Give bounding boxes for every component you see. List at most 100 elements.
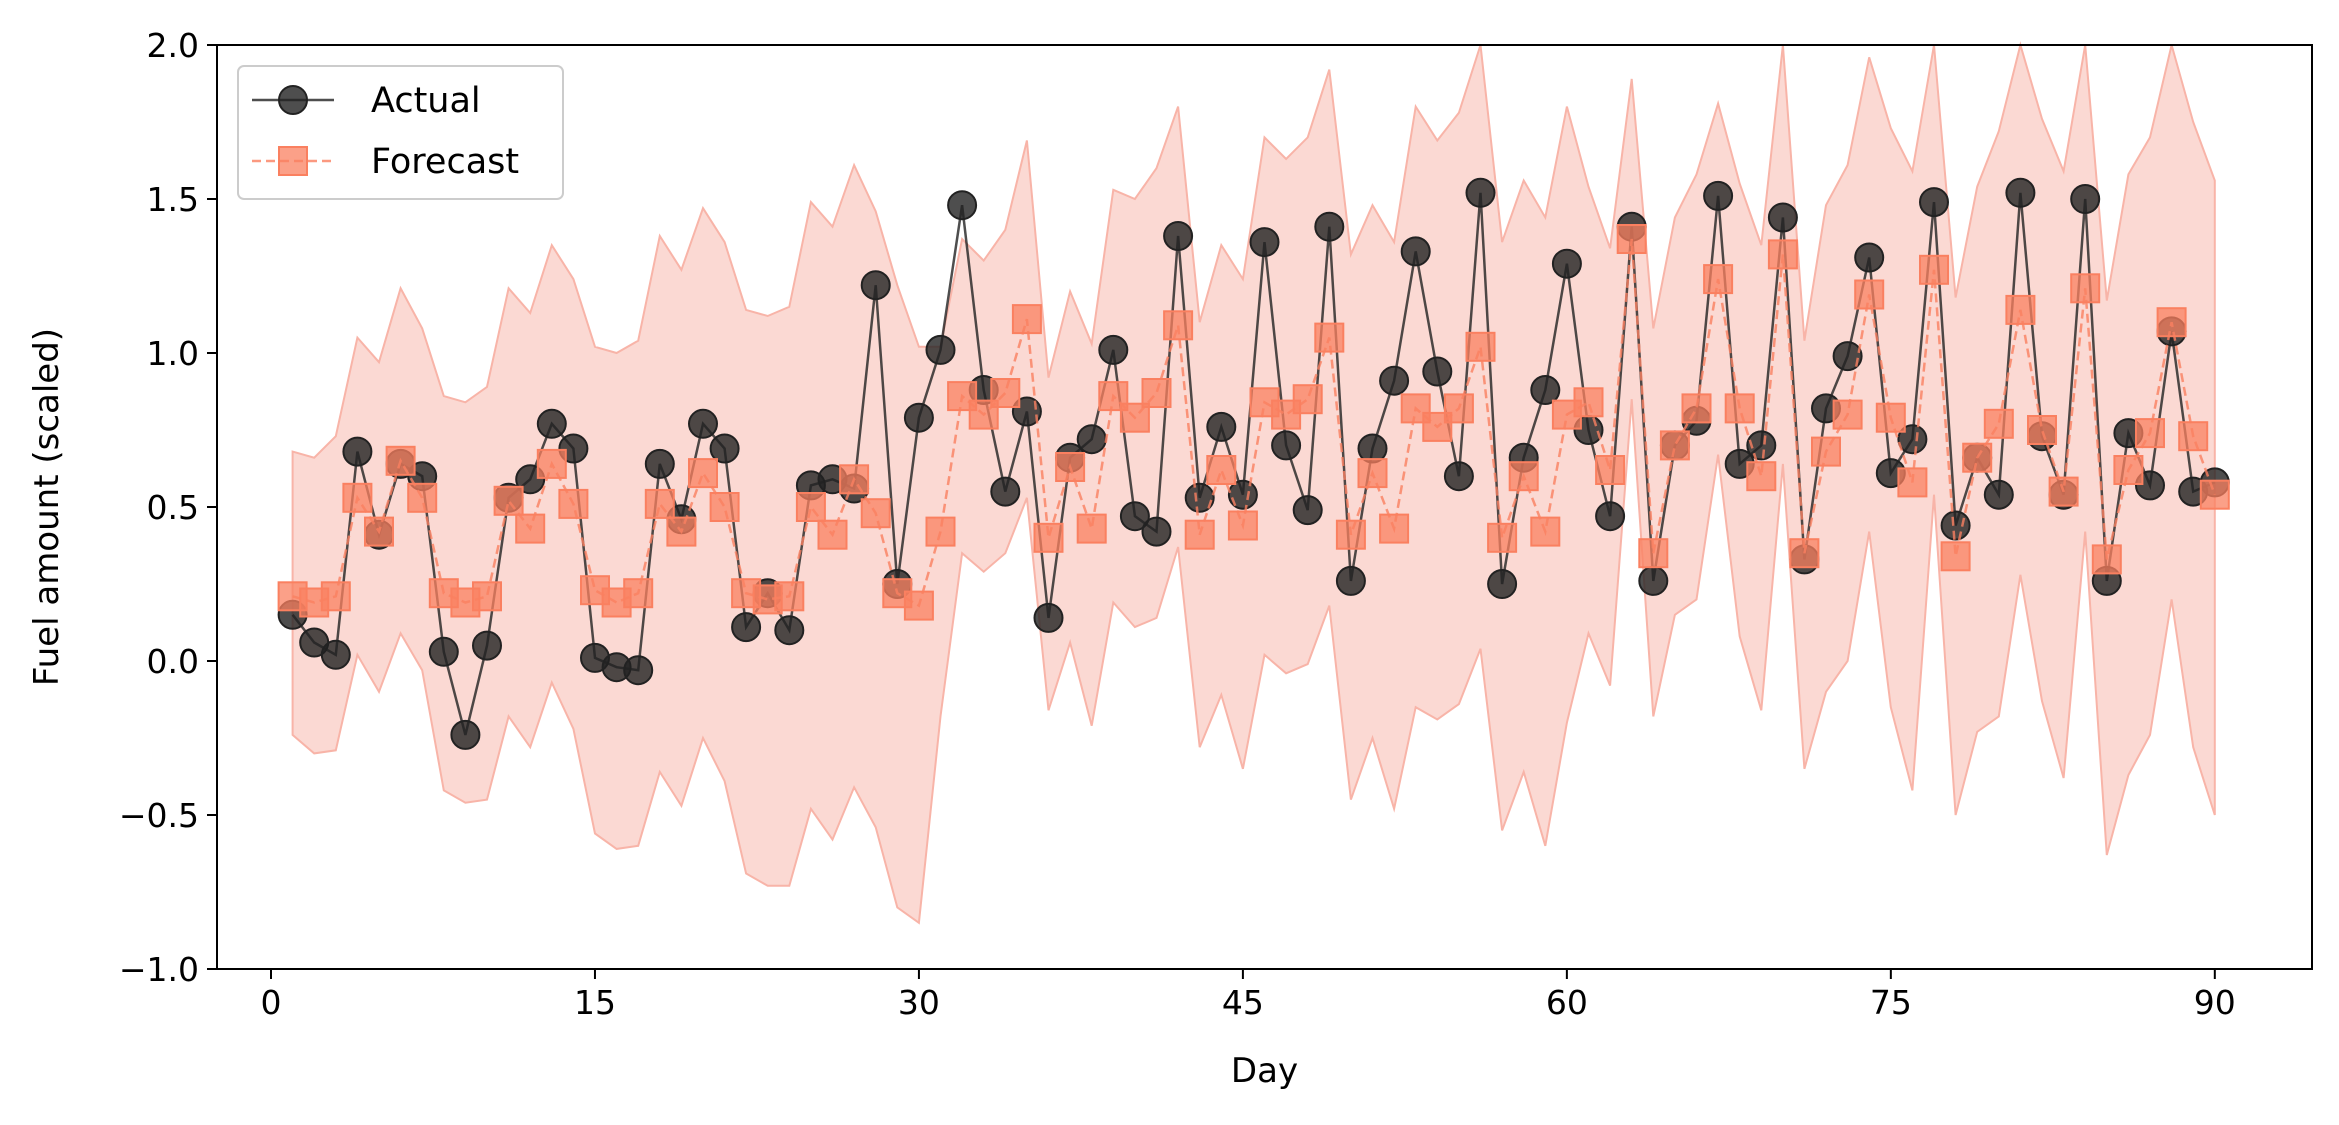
actual-point bbox=[990, 476, 1021, 507]
forecast-point bbox=[1746, 461, 1777, 492]
forecast-point bbox=[2005, 294, 2036, 325]
y-tick-label: 1.5 bbox=[147, 180, 199, 219]
forecast-point bbox=[839, 464, 870, 495]
forecast-point bbox=[1011, 304, 1042, 335]
actual-point bbox=[1595, 501, 1626, 532]
forecast-point bbox=[1055, 452, 1086, 482]
forecast-point bbox=[1206, 455, 1237, 485]
forecast-point bbox=[1767, 239, 1798, 270]
x-tick-label: 30 bbox=[898, 983, 940, 1022]
y-axis-label: Fuel amount (scaled) bbox=[27, 328, 67, 686]
forecast-point bbox=[1659, 430, 1690, 461]
actual-point bbox=[1119, 501, 1150, 532]
actual-point bbox=[860, 270, 891, 301]
x-tick-label: 15 bbox=[574, 983, 616, 1022]
actual-point bbox=[1919, 187, 1949, 218]
forecast-point bbox=[1443, 393, 1474, 424]
forecast-point bbox=[1335, 519, 1366, 550]
actual-point bbox=[1465, 177, 1496, 208]
forecast-point bbox=[1897, 467, 1928, 498]
forecast-point bbox=[2135, 418, 2165, 449]
forecast-point bbox=[342, 482, 373, 513]
forecast-point bbox=[2070, 273, 2101, 304]
legend: Actual Forecast bbox=[237, 65, 564, 200]
forecast-point bbox=[1379, 513, 1410, 544]
actual-point bbox=[731, 612, 762, 643]
forecast-point bbox=[515, 513, 546, 544]
forecast-point bbox=[1940, 541, 1971, 572]
actual-point bbox=[1206, 411, 1237, 442]
actual-point bbox=[1767, 202, 1798, 233]
forecast-point bbox=[493, 485, 524, 516]
forecast-point bbox=[1033, 522, 1064, 553]
actual-point bbox=[1184, 482, 1215, 513]
forecast-point bbox=[644, 488, 675, 519]
forecast-point bbox=[364, 516, 394, 547]
actual-point bbox=[1249, 227, 1280, 258]
forecast-point bbox=[1983, 408, 2014, 439]
forecast-point bbox=[1487, 522, 1518, 553]
forecast-point bbox=[860, 498, 891, 529]
actual-point bbox=[1703, 180, 1734, 211]
forecast-point bbox=[1919, 254, 1949, 285]
forecast-point bbox=[1119, 402, 1150, 433]
forecast-point bbox=[558, 488, 589, 519]
forecast-point bbox=[925, 516, 956, 547]
legend-forecast-label: Forecast bbox=[371, 142, 519, 182]
x-axis-label: Day bbox=[1231, 1051, 1298, 1091]
actual-point bbox=[1983, 479, 2014, 510]
forecast-point bbox=[1616, 224, 1647, 254]
forecast-point bbox=[1184, 519, 1215, 550]
y-axis-ticks: −1.0 −0.5 0.0 0.5 1.0 1.5 2.0 bbox=[119, 26, 217, 989]
forecast-point bbox=[1962, 442, 1993, 473]
actual-point bbox=[1335, 565, 1366, 596]
forecast-point bbox=[536, 448, 567, 479]
actual-point bbox=[1832, 341, 1863, 372]
forecast-point bbox=[1832, 399, 1863, 430]
actual-point bbox=[342, 436, 373, 467]
forecast-point bbox=[1227, 510, 1258, 541]
forecast-point bbox=[1789, 538, 1820, 569]
legend-actual-label: Actual bbox=[371, 81, 481, 121]
x-axis-ticks: 0 15 30 45 60 75 90 bbox=[260, 969, 2236, 1022]
y-tick-label: 0.5 bbox=[147, 488, 199, 527]
actual-point bbox=[947, 190, 978, 221]
actual-point bbox=[1379, 365, 1410, 396]
forecast-point bbox=[2048, 476, 2079, 507]
actual-point bbox=[1422, 356, 1453, 387]
forecast-point bbox=[2156, 307, 2187, 338]
actual-point bbox=[1638, 565, 1669, 596]
actual-point bbox=[1940, 510, 1971, 541]
forecast-point bbox=[990, 378, 1021, 408]
forecast-point bbox=[1638, 538, 1669, 569]
forecast-point bbox=[774, 581, 805, 612]
forecast-point bbox=[1314, 322, 1345, 353]
forecast-point bbox=[1357, 458, 1388, 489]
forecast-point bbox=[472, 581, 502, 612]
actual-point bbox=[450, 719, 481, 750]
forecast-point bbox=[407, 482, 438, 513]
forecast-point bbox=[1530, 516, 1561, 547]
actual-point bbox=[1487, 569, 1518, 599]
actual-point bbox=[1314, 211, 1345, 242]
y-tick-label: 1.0 bbox=[147, 334, 199, 373]
actual-point bbox=[1551, 248, 1582, 279]
forecast-point bbox=[1681, 393, 1712, 424]
forecast-point bbox=[385, 445, 416, 476]
actual-point bbox=[623, 655, 654, 686]
y-tick-label: 0.0 bbox=[147, 642, 199, 681]
forecast-point bbox=[2113, 455, 2144, 485]
forecast-point bbox=[1573, 387, 1604, 418]
actual-point bbox=[925, 334, 956, 365]
forecast-point bbox=[1271, 399, 1302, 430]
forecast-point bbox=[1811, 436, 1841, 467]
actual-point bbox=[709, 433, 740, 464]
actual-point bbox=[1400, 236, 1431, 267]
actual-point bbox=[472, 630, 502, 661]
y-tick-label: −0.5 bbox=[119, 796, 199, 835]
legend-forecast-marker bbox=[278, 146, 308, 176]
forecast-point bbox=[2027, 415, 2057, 445]
forecast-point bbox=[795, 492, 826, 522]
x-tick-label: 45 bbox=[1222, 983, 1264, 1022]
